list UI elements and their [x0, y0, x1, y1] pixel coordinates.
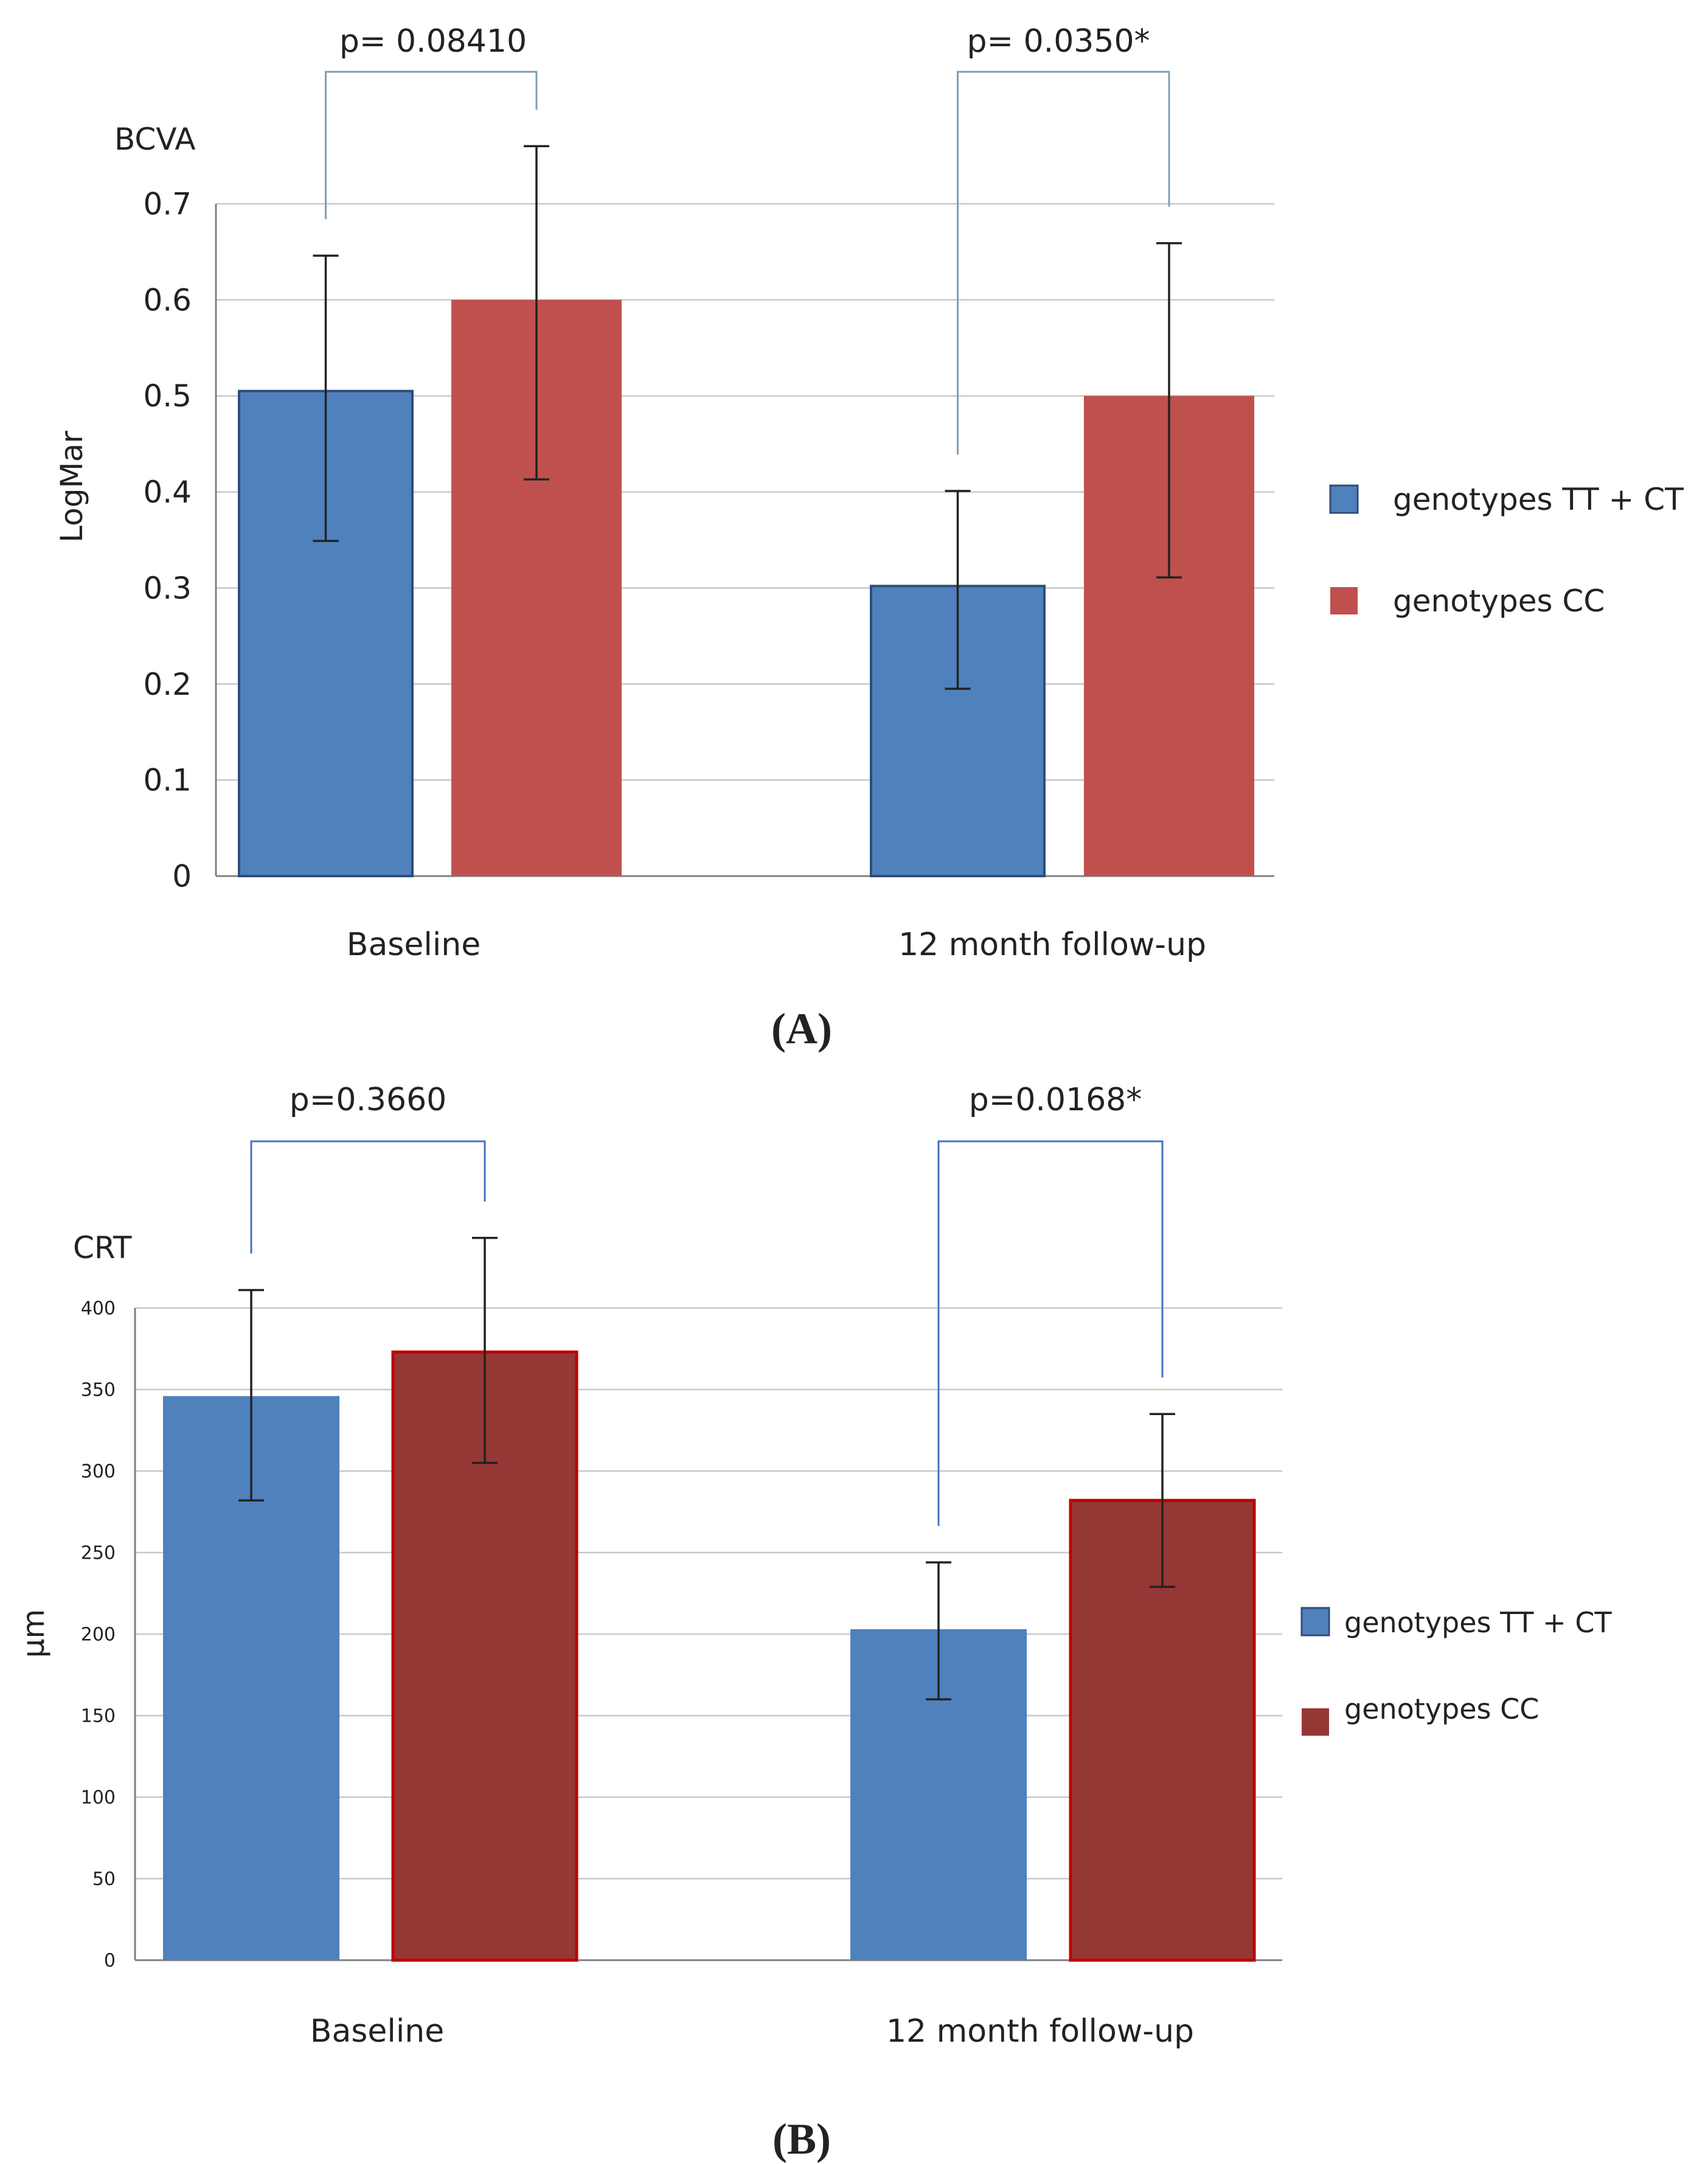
a-y-tick-label: 0.2	[143, 667, 192, 702]
a-y-axis-label: LogMar	[54, 431, 89, 543]
b-y-tick-label: 300	[81, 1461, 116, 1483]
a-y-tick-labels: 0 0.1 0.2 0.3 0.4 0.5 0.6 0.7	[143, 187, 192, 894]
a-y-tick-label: 0	[172, 859, 192, 894]
b-y-tick-labels: 0 50 100 150 200 250 300 350 400	[81, 1298, 116, 1972]
panel-b: 0 50 100 150 200 250 300 350 400 CRT μm p=0.3660…	[16, 1082, 1612, 2163]
a-y-tick-label: 0.7	[143, 187, 192, 222]
b-legend-label-tt-ct: genotypes TT + CT	[1344, 1606, 1612, 1639]
a-y-tick-label: 0.4	[143, 475, 192, 510]
a-y-tick-label: 0.6	[143, 282, 192, 318]
a-y-tick-label: 0.5	[143, 378, 192, 414]
b-y-tick-label: 200	[81, 1624, 116, 1646]
b-category-label-followup: 12 month follow-up	[886, 2013, 1194, 2050]
b-significance-brackets	[250, 1140, 1164, 1526]
panel-a: 0 0.1 0.2 0.3 0.4 0.5 0.6 0.7 BCVA LogMar p= 0.…	[54, 23, 1684, 1053]
a-y-tick-label: 0.1	[143, 763, 192, 798]
a-p-value-followup: p= 0.0350*	[967, 23, 1150, 60]
b-y-tick-label: 350	[81, 1380, 116, 1401]
b-y-axis-label: μm	[16, 1609, 51, 1658]
b-legend: genotypes TT + CT genotypes CC	[1300, 1606, 1612, 1736]
b-y-tick-label: 50	[92, 1869, 116, 1890]
b-bracket-followup	[937, 1140, 1164, 1526]
b-legend-swatch-tt-ct	[1300, 1607, 1330, 1637]
panel-label-b: (B)	[772, 2115, 831, 2163]
b-p-value-followup: p=0.0168*	[969, 1082, 1142, 1118]
a-bracket-baseline	[325, 71, 538, 220]
a-p-value-baseline: p= 0.08410	[339, 23, 527, 60]
a-legend-swatch-tt-ct	[1329, 484, 1359, 514]
b-error-bars	[238, 1237, 1175, 1700]
b-y-tick-label: 400	[81, 1298, 116, 1320]
a-chart-title: BCVA	[114, 122, 196, 157]
b-bracket-baseline	[250, 1140, 486, 1254]
b-chart-title: CRT	[73, 1230, 132, 1265]
b-bars	[163, 1350, 1256, 1962]
a-legend: genotypes TT + CT genotypes CC	[1329, 482, 1684, 619]
b-category-label-baseline: Baseline	[310, 2013, 444, 2050]
b-legend-label-cc: genotypes CC	[1344, 1693, 1539, 1725]
a-y-tick-label: 0.3	[143, 571, 192, 606]
a-legend-swatch-cc	[1330, 587, 1358, 614]
b-y-tick-label: 150	[81, 1706, 116, 1727]
b-p-value-baseline: p=0.3660	[290, 1082, 447, 1118]
b-y-tick-label: 250	[81, 1543, 116, 1564]
a-category-label-baseline: Baseline	[347, 927, 481, 963]
panel-label-a: (A)	[771, 1004, 832, 1053]
a-legend-label-tt-ct: genotypes TT + CT	[1393, 482, 1684, 517]
b-legend-swatch-cc	[1302, 1708, 1329, 1736]
a-bracket-followup	[957, 71, 1170, 454]
a-significance-brackets	[325, 71, 1170, 454]
a-category-label-followup: 12 month follow-up	[898, 927, 1206, 963]
a-legend-label-cc: genotypes CC	[1393, 583, 1605, 619]
b-y-tick-label: 0	[104, 1950, 116, 1972]
a-error-bars	[313, 145, 1182, 690]
b-y-tick-label: 100	[81, 1787, 116, 1809]
